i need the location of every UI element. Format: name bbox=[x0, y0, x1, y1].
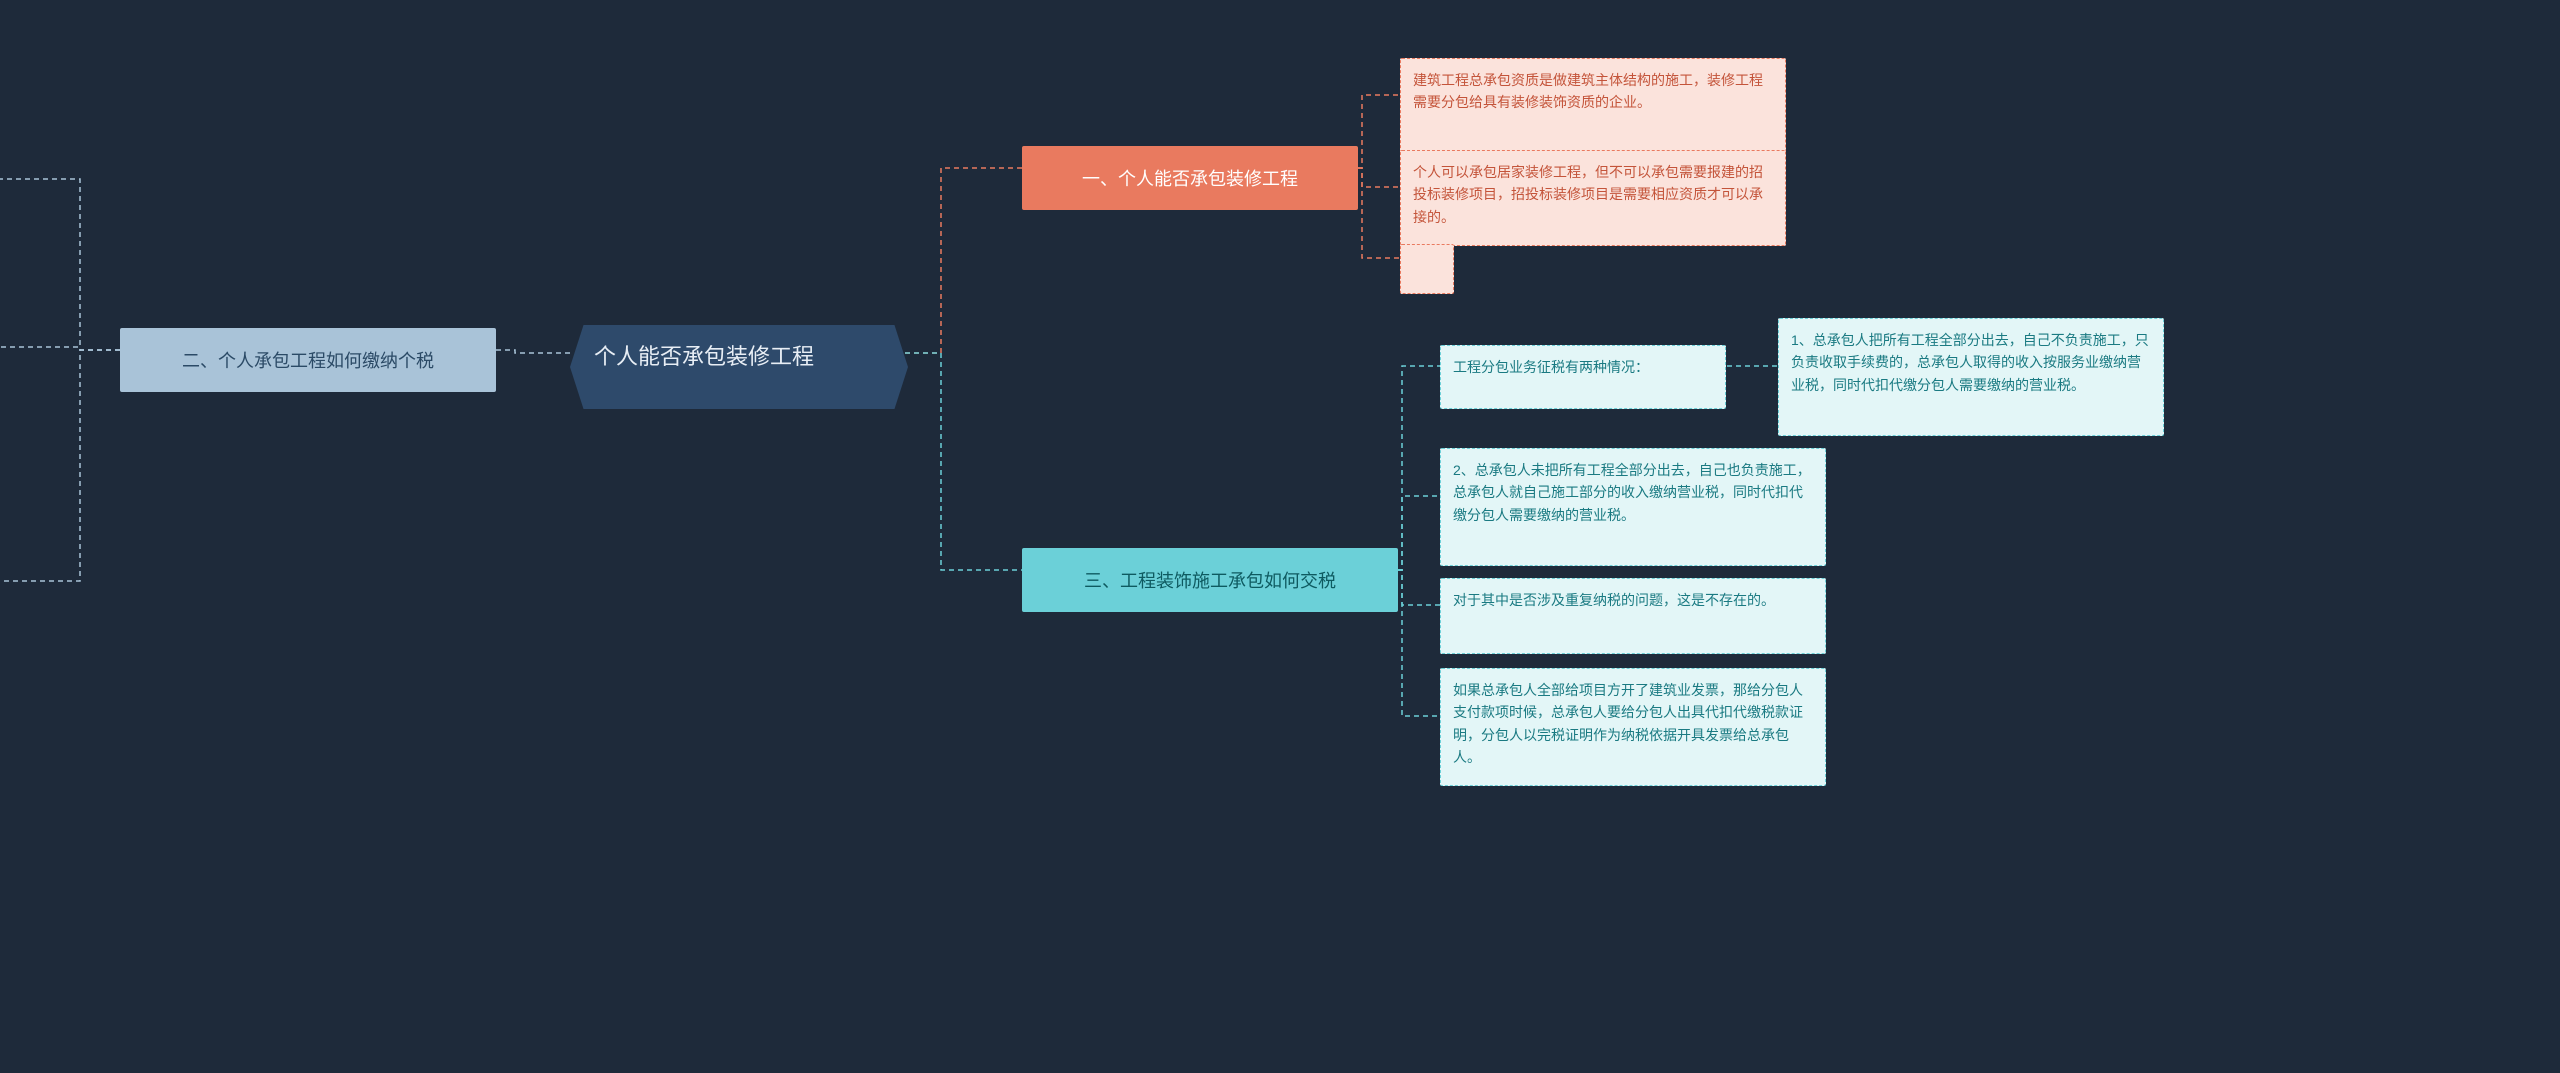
leaf-node: 建筑工程总承包资质是做建筑主体结构的施工，装修工程需要分包给具有装修装饰资质的企… bbox=[1400, 58, 1786, 154]
root-node: 个人能否承包装修工程 bbox=[570, 325, 908, 409]
leaf-node: 1、总承包人把所有工程全部分出去，自己不负责施工，只负责收取手续费的，总承包人取… bbox=[1778, 318, 2164, 436]
leaf-node: 对于其中是否涉及重复纳税的问题，这是不存在的。 bbox=[1440, 578, 1826, 654]
branch-node: 三、工程装饰施工承包如何交税 bbox=[1022, 548, 1398, 612]
leaf-node: 个人可以承包居家装修工程，但不可以承包需要报建的招投标装修项目，招投标装修项目是… bbox=[1400, 150, 1786, 246]
leaf-node: 2、总承包人未把所有工程全部分出去，自己也负责施工，总承包人就自己施工部分的收入… bbox=[1440, 448, 1826, 566]
branch-node: 二、个人承包工程如何缴纳个税 bbox=[120, 328, 496, 392]
leaf-node bbox=[1400, 244, 1454, 294]
leaf-node: 如果总承包人全部给项目方开了建筑业发票，那给分包人支付款项时候，总承包人要给分包… bbox=[1440, 668, 1826, 786]
leaf-node: 工程分包业务征税有两种情况： bbox=[1440, 345, 1726, 409]
branch-node: 一、个人能否承包装修工程 bbox=[1022, 146, 1358, 210]
